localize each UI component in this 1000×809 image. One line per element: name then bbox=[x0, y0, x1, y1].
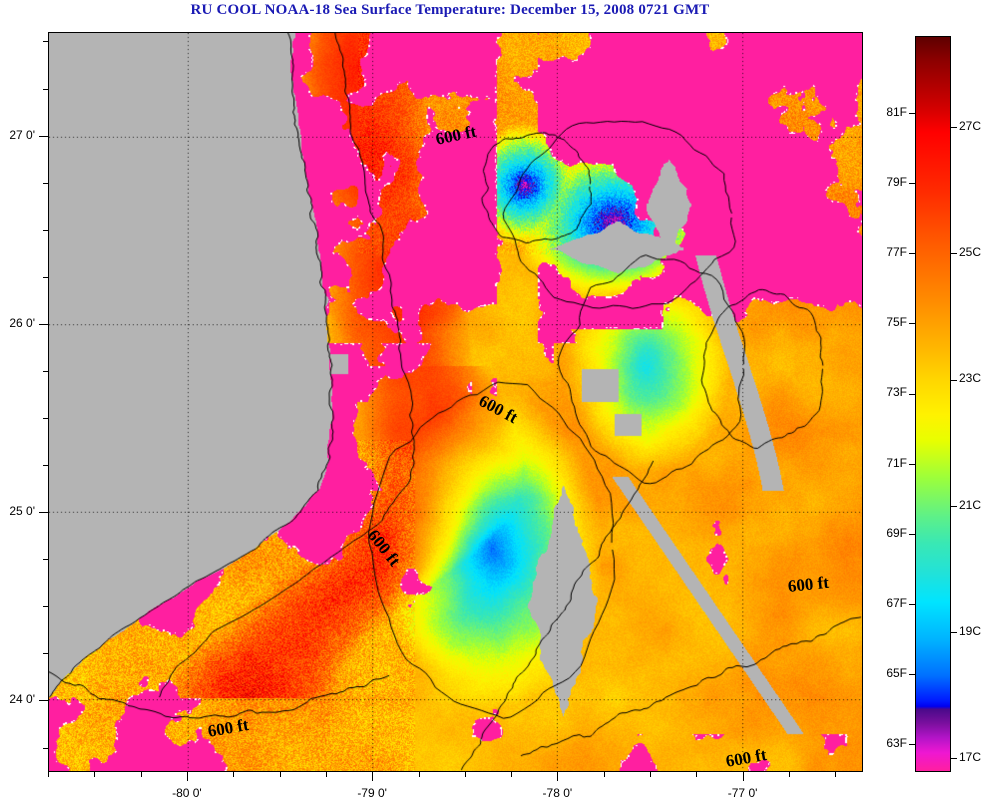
colorbar-label-fahrenheit: 65F bbox=[886, 665, 907, 680]
y-axis-label: 26 0' bbox=[9, 315, 35, 330]
x-axis-tick bbox=[186, 772, 188, 781]
colorbar-label-celsius: 19C bbox=[959, 623, 982, 638]
y-axis-tick bbox=[39, 512, 48, 514]
x-axis-tick bbox=[372, 772, 374, 781]
y-axis-label: 25 0' bbox=[9, 504, 35, 519]
x-axis-label: -77 0' bbox=[727, 786, 758, 800]
y-axis-tick bbox=[43, 41, 48, 43]
colorbar-tick-c bbox=[951, 253, 957, 255]
y-axis-tick bbox=[43, 229, 48, 231]
y-axis-tick bbox=[43, 88, 48, 90]
y-axis-tick bbox=[43, 276, 48, 278]
x-axis-tick bbox=[788, 772, 790, 777]
colorbar-label-fahrenheit: 81F bbox=[886, 105, 907, 120]
x-axis-tick bbox=[742, 772, 744, 781]
y-axis-tick bbox=[39, 700, 48, 702]
x-axis-tick bbox=[464, 772, 466, 777]
y-axis-tick bbox=[43, 747, 48, 749]
y-axis-tick bbox=[39, 135, 48, 137]
colorbar-label-celsius: 17C bbox=[959, 749, 982, 764]
y-axis-label: 27 0' bbox=[9, 127, 35, 142]
colorbar-tick-f bbox=[909, 393, 915, 395]
x-axis-label: -80 0' bbox=[172, 786, 202, 800]
colorbar-tick-f bbox=[909, 113, 915, 115]
x-axis-tick bbox=[511, 772, 513, 777]
colorbar-label-celsius: 27C bbox=[959, 119, 982, 134]
y-axis-tick bbox=[39, 323, 48, 325]
colorbar-tick-c bbox=[951, 379, 957, 381]
y-axis-tick bbox=[43, 606, 48, 608]
x-axis-tick bbox=[603, 772, 605, 777]
y-axis-tick bbox=[43, 182, 48, 184]
y-axis-tick bbox=[43, 465, 48, 467]
colorbar-label-fahrenheit: 67F bbox=[886, 595, 907, 610]
x-axis-tick bbox=[650, 772, 651, 777]
x-axis-tick bbox=[696, 772, 698, 777]
colorbar-label-celsius: 21C bbox=[959, 497, 982, 512]
colorbar-label-fahrenheit: 69F bbox=[886, 525, 907, 540]
x-axis-tick bbox=[94, 772, 96, 777]
x-axis-tick bbox=[557, 772, 559, 781]
x-axis-tick bbox=[418, 772, 420, 777]
colorbar-label-fahrenheit: 79F bbox=[886, 175, 907, 190]
y-axis-tick bbox=[43, 370, 48, 372]
colorbar-label-celsius: 23C bbox=[959, 371, 982, 386]
colorbar-tick-c bbox=[951, 758, 957, 759]
colorbar-label-fahrenheit: 75F bbox=[886, 315, 907, 330]
sst-map bbox=[48, 32, 863, 772]
colorbar-label-celsius: 25C bbox=[959, 245, 982, 260]
y-axis-tick bbox=[43, 559, 48, 561]
x-axis-tick bbox=[233, 772, 235, 777]
colorbar-tick-f bbox=[909, 533, 915, 535]
x-axis-tick bbox=[48, 772, 49, 777]
colorbar bbox=[915, 36, 951, 772]
colorbar-tick-c bbox=[951, 631, 957, 633]
x-axis-label: -79 0' bbox=[357, 786, 387, 800]
colorbar-tick-f bbox=[909, 323, 915, 325]
colorbar-tick-c bbox=[951, 505, 957, 507]
colorbar-label-fahrenheit: 77F bbox=[886, 245, 907, 260]
x-axis-tick bbox=[325, 772, 327, 777]
colorbar-label-fahrenheit: 63F bbox=[886, 735, 907, 750]
y-axis-label: 24 0' bbox=[9, 692, 35, 707]
y-axis-tick bbox=[43, 653, 48, 655]
colorbar-label-fahrenheit: 71F bbox=[886, 455, 907, 470]
colorbar-label-fahrenheit: 73F bbox=[886, 385, 907, 400]
sst-raster bbox=[49, 33, 862, 771]
x-axis-tick bbox=[279, 772, 281, 777]
x-axis-tick bbox=[140, 772, 142, 777]
y-axis-tick bbox=[43, 418, 48, 419]
colorbar-tick-f bbox=[909, 673, 915, 675]
colorbar-tick-f bbox=[909, 744, 915, 745]
colorbar-tick-c bbox=[951, 127, 957, 129]
colorbar-tick-f bbox=[909, 253, 915, 255]
x-axis-label: -78 0' bbox=[542, 786, 573, 800]
colorbar-tick-f bbox=[909, 603, 915, 605]
colorbar-gradient bbox=[915, 36, 951, 772]
page-title: RU COOL NOAA-18 Sea Surface Temperature:… bbox=[190, 2, 710, 18]
colorbar-tick-f bbox=[909, 463, 915, 465]
colorbar-tick-f bbox=[909, 183, 915, 185]
x-axis-tick bbox=[835, 772, 837, 777]
